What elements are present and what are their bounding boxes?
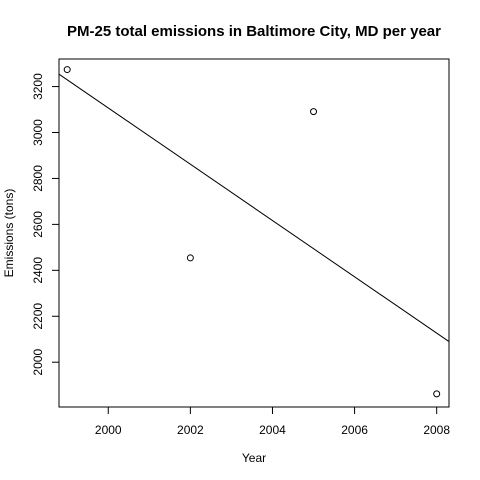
chart-title: PM-25 total emissions in Baltimore City,… — [67, 23, 441, 40]
x-tick-label-2004: 2004 — [259, 423, 286, 437]
data-point-2008 — [433, 390, 441, 398]
y-axis-label: Emissions (tons) — [2, 189, 16, 278]
y-tick-label-2400: 2400 — [31, 257, 45, 284]
x-tick-label-2002: 2002 — [177, 423, 204, 437]
y-tick-label-2000: 2000 — [31, 349, 45, 376]
data-point-2002 — [186, 254, 194, 262]
x-axis-label: Year — [242, 451, 266, 465]
y-tick-label-3200: 3200 — [31, 73, 45, 100]
plot-frame — [58, 58, 450, 408]
trend-layer — [58, 73, 450, 342]
data-point-1999 — [63, 66, 71, 74]
y-tick-label-3000: 3000 — [31, 119, 45, 146]
data-point-2005 — [310, 108, 318, 116]
x-tick-label-2006: 2006 — [341, 423, 368, 437]
points-layer — [63, 66, 441, 398]
x-tick-label-2000: 2000 — [95, 423, 122, 437]
x-tick-label-2008: 2008 — [423, 423, 450, 437]
x-axis: 2000 2002 2004 2006 2008 — [95, 407, 450, 437]
y-tick-label-2200: 2200 — [31, 303, 45, 330]
y-tick-label-2600: 2600 — [31, 211, 45, 238]
trend-line — [58, 73, 450, 342]
y-tick-label-2800: 2800 — [31, 165, 45, 192]
y-axis: 2000 2200 2400 2600 2800 3000 3200 — [31, 73, 59, 376]
